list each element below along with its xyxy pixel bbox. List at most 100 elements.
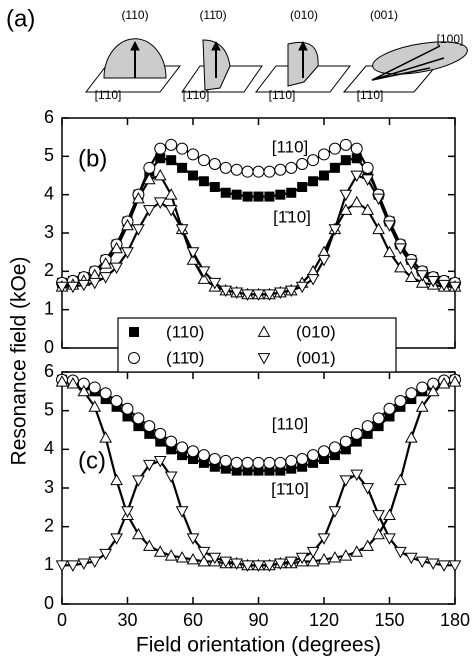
marker — [55, 375, 69, 387]
marker — [317, 553, 331, 565]
marker — [209, 182, 220, 192]
marker — [219, 454, 232, 467]
marker — [110, 395, 123, 407]
marker — [165, 435, 178, 448]
marker — [241, 560, 254, 572]
y-tick-label: 5 — [44, 145, 54, 165]
marker — [99, 387, 112, 400]
marker — [350, 545, 364, 557]
marker — [306, 274, 320, 286]
direction-line — [371, 67, 431, 81]
marker — [186, 247, 200, 259]
marker — [285, 454, 298, 467]
marker — [383, 220, 396, 232]
marker — [286, 187, 297, 198]
disc — [372, 41, 468, 75]
marker — [339, 435, 352, 448]
marker — [197, 266, 211, 278]
marker — [164, 471, 178, 483]
fit-line — [61, 378, 456, 464]
direction-label: [1̄10] — [183, 88, 210, 102]
marker — [306, 554, 320, 567]
marker — [394, 395, 407, 407]
marker — [307, 449, 320, 462]
marker — [328, 224, 342, 236]
marker — [230, 163, 243, 176]
legend-marker — [257, 353, 271, 365]
y-tick-label: 5 — [44, 399, 54, 419]
marker — [88, 277, 102, 290]
marker — [142, 205, 156, 217]
marker — [175, 506, 189, 518]
marker — [197, 272, 211, 284]
x-tick-label: 120 — [309, 610, 339, 630]
x-axis-title: Field orientation (degrees) — [136, 634, 381, 657]
legend-marker — [257, 325, 271, 337]
marker — [350, 469, 364, 481]
direction-line — [371, 45, 441, 81]
marker — [426, 384, 440, 397]
marker — [55, 281, 69, 294]
marker — [132, 475, 145, 487]
direction-label: [1̄10] — [269, 88, 296, 102]
marker — [219, 161, 232, 174]
marker — [230, 287, 244, 299]
marker — [187, 445, 199, 458]
x-tick-label: 60 — [183, 610, 203, 630]
panel-a: (a) (110) [1̄10] (11̄0) [1̄10] (010) [1̄… — [6, 5, 468, 102]
annotation: [110] — [272, 137, 309, 156]
marker — [165, 138, 178, 151]
marker — [361, 539, 375, 551]
marker — [154, 427, 167, 440]
marker — [350, 142, 363, 155]
x-tick-label: 180 — [440, 610, 470, 630]
marker — [308, 176, 319, 187]
marker — [241, 165, 254, 178]
y-tick-label: 4 — [44, 183, 54, 203]
marker — [208, 277, 222, 290]
marker — [426, 276, 440, 288]
marker — [66, 281, 80, 294]
marker — [339, 475, 353, 487]
marker — [153, 197, 167, 209]
marker — [88, 556, 102, 568]
marker — [340, 155, 351, 166]
marker — [383, 533, 396, 545]
marker — [252, 456, 265, 469]
arrow-head — [298, 40, 308, 51]
marker — [284, 556, 298, 568]
direction-line — [371, 57, 445, 81]
marker — [66, 377, 80, 389]
marker — [121, 506, 134, 518]
y-tick-label: 1 — [44, 554, 54, 574]
marker — [317, 533, 331, 545]
arrow-head — [130, 40, 140, 51]
marker — [143, 161, 156, 174]
plane-label: (001) — [370, 8, 398, 22]
legend-label: (110) — [166, 322, 204, 341]
plane-label: (110) — [121, 8, 148, 22]
legend-label: (010) — [296, 322, 336, 341]
marker — [437, 560, 451, 572]
marker — [329, 162, 340, 173]
marker — [296, 453, 309, 465]
marker — [415, 276, 429, 288]
marker — [208, 552, 222, 565]
marker — [77, 384, 91, 397]
marker — [350, 427, 363, 440]
marker — [230, 558, 244, 570]
y-tick-label: 3 — [44, 222, 54, 242]
marker — [197, 546, 211, 559]
marker — [121, 218, 134, 231]
panel-label: (c) — [78, 447, 106, 474]
legend-label: (11̄0) — [166, 348, 204, 367]
panel-label: (a) — [6, 5, 35, 32]
marker — [448, 281, 462, 294]
marker — [273, 558, 287, 570]
marker — [132, 527, 145, 540]
marker — [88, 400, 102, 412]
marker — [416, 381, 429, 394]
marker — [339, 189, 353, 202]
marker — [404, 258, 418, 271]
